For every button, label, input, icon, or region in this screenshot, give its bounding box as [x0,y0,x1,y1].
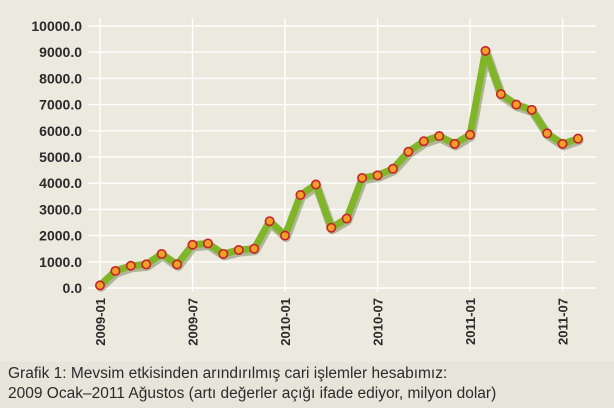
y-axis-ticks: 0.0 1000.0 2000.0 3000.0 4000.0 5000.0 6000.0 7… [31,18,82,296]
data-point [526,104,537,115]
data-point [295,189,306,200]
y-tick-label: 1000.0 [39,254,82,270]
series-line [96,47,584,292]
y-tick-label: 8000.0 [39,70,82,86]
data-point [110,265,121,276]
y-tick-label: 4000.0 [39,175,82,191]
data-point [357,172,368,183]
data-point [434,131,445,142]
x-axis-ticks: 2009-01 2009-07 2010-01 2010-07 2011-01 2011-… [93,298,571,346]
data-point [249,243,260,254]
data-point [387,163,398,174]
y-tick-label: 3000.0 [39,201,82,217]
data-point [542,128,553,139]
y-tick-label: 0.0 [63,280,83,296]
data-point [95,280,106,291]
x-tick-label: 2009-07 [186,298,201,346]
caption-line-2: 2009 Ocak–2011 Ağustos (artı değerler aç… [8,385,497,402]
data-point [557,138,568,149]
data-point [264,216,275,227]
line-chart: 0.0 1000.0 2000.0 3000.0 4000.0 5000.0 6000.0 7… [31,18,596,346]
data-markers [95,45,583,291]
x-tick-label: 2009-01 [93,298,108,346]
caption-line-1: Grafik 1: Mevsim etkisinden arındırılmış… [8,365,448,382]
x-tick-label: 2011-07 [556,298,571,345]
y-tick-label: 5000.0 [39,149,82,165]
data-point [233,245,244,256]
y-tick-label: 2000.0 [39,228,82,244]
data-point [572,133,583,144]
data-point [125,260,136,271]
x-tick-label: 2011-01 [463,298,478,345]
data-point [218,248,229,259]
data-point [310,179,321,190]
y-tick-label: 10000.0 [31,18,82,34]
y-tick-label: 9000.0 [39,44,82,60]
data-point [156,248,167,259]
data-point [480,45,491,56]
y-tick-label: 6000.0 [39,123,82,139]
data-point [172,259,183,270]
data-point [202,238,213,249]
data-point [465,129,476,140]
data-point [418,136,429,147]
y-tick-label: 7000.0 [39,97,82,113]
data-point [341,213,352,224]
data-point [495,89,506,100]
data-point [280,230,291,241]
data-point [449,138,460,149]
x-tick-label: 2010-01 [278,298,293,346]
chart-area: 0.0 1000.0 2000.0 3000.0 4000.0 5000.0 6000.0 7… [31,18,596,346]
data-point [187,239,198,250]
series-line-shadow [96,48,584,292]
data-point [511,99,522,110]
figure-caption: Grafik 1: Mevsim etkisinden arındırılmış… [8,364,608,404]
data-point [372,170,383,181]
x-tick-label: 2010-07 [371,298,386,346]
series-line-path [96,47,582,289]
data-point [326,222,337,233]
data-point [403,146,414,157]
data-point [141,259,152,270]
